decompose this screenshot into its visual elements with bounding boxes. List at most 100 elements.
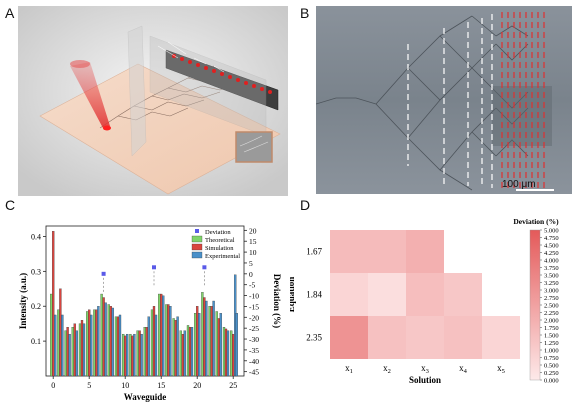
heatmap-cell	[406, 316, 444, 359]
bar-theoretical	[107, 304, 110, 377]
y2-tick-label: -40	[249, 357, 259, 366]
heatmap-svg: 1.67 1.84 2.35 x1 x2 x3 x4 x5 Solution Equation 5.…	[286, 217, 559, 385]
y2-tick-label: 15	[249, 237, 257, 246]
y2-tick-label: -25	[249, 324, 259, 333]
bar-experimental	[140, 333, 143, 377]
bar-experimental	[147, 316, 150, 377]
bar-experimental	[104, 302, 107, 377]
bar-simulation	[203, 297, 206, 377]
deviation-point	[101, 271, 106, 276]
legend-label: Experimental	[205, 253, 240, 260]
y2-tick-label: -30	[249, 335, 259, 344]
output-spots	[172, 54, 272, 94]
bar-theoretical	[100, 293, 103, 377]
heatmap-cell	[406, 230, 444, 273]
colorbar-tick-label: 3.250	[544, 280, 559, 287]
bar-experimental	[154, 314, 158, 377]
heatmap-cell	[368, 273, 406, 316]
legend-label: Deviation	[205, 229, 231, 236]
x-axis-label: Solution	[409, 375, 441, 385]
bar-simulation	[116, 316, 120, 377]
y-tick-label: 0.4	[31, 232, 41, 241]
bar-simulation	[181, 333, 184, 377]
x-tick-label: 5	[87, 381, 91, 390]
bar-theoretical	[222, 327, 226, 377]
y2-tick-label: 20	[249, 226, 257, 235]
laser-beam	[70, 62, 110, 130]
bar-theoretical	[165, 304, 168, 377]
bar-experimental	[61, 314, 64, 377]
bar-theoretical	[50, 293, 53, 377]
x-tick-label: x4	[459, 363, 468, 375]
bar-simulation	[145, 327, 148, 377]
colorbar-tick-label: 3.500	[544, 273, 559, 280]
bar-simulation	[232, 333, 235, 377]
colorbar-tick-label: 1.500	[544, 333, 559, 340]
bar-simulation	[59, 288, 62, 377]
bar-simulation	[95, 309, 98, 377]
colorbar-tick-label: 2.750	[544, 295, 559, 302]
x-tick-label: 0	[51, 381, 55, 390]
heatmap-cell	[368, 230, 406, 273]
bar-simulation	[109, 306, 112, 377]
panel-c-bar-chart: 0 5 10 15 20 25 0.1 0.2 0.3 0.4 20 15 10 5 0 -5 -10 -15 -2…	[18, 200, 290, 406]
bar-simulation	[52, 231, 55, 377]
bar-experimental	[212, 300, 215, 377]
bar-simulation	[73, 323, 76, 377]
colorbar-tick-label: 0.500	[544, 363, 559, 370]
bar-experimental	[169, 306, 172, 377]
bar-theoretical	[150, 309, 154, 377]
colorbar-tick-label: 0.000	[544, 378, 559, 385]
bar-experimental	[176, 316, 179, 377]
colorbar-tick-label: 2.500	[544, 303, 559, 310]
y-tick-label: 0.2	[31, 302, 41, 311]
legend-swatch	[191, 251, 203, 259]
bar-experimental	[133, 333, 136, 377]
bar-theoretical	[129, 333, 132, 377]
y-tick-label: 1.67	[306, 247, 322, 257]
bar-experimental	[82, 323, 86, 377]
bar-theoretical	[78, 323, 82, 377]
panel-letter-c: C	[5, 197, 16, 213]
bar-experimental	[118, 314, 122, 377]
inset-sem-thumbnail	[235, 131, 273, 163]
sem-waveguides	[315, 15, 529, 191]
bar-simulation	[224, 328, 228, 377]
bar-theoretical	[172, 318, 175, 377]
colorbar-tick-label: 2.000	[544, 318, 559, 325]
bar-theoretical	[143, 327, 146, 377]
bar-simulation	[210, 306, 213, 377]
heatmap-cell	[444, 273, 482, 316]
panel-d-heatmap: 1.67 1.84 2.35 x1 x2 x3 x4 x5 Solution Equation 5.…	[286, 200, 586, 410]
colorbar-tick-label: 4.000	[544, 258, 559, 265]
bar-experimental	[90, 314, 93, 377]
bar-theoretical	[194, 313, 197, 377]
panel-letter-d: D	[300, 197, 311, 213]
bar-theoretical	[215, 311, 218, 377]
y-tick-label: 2.35	[306, 333, 322, 343]
bar-simulation	[80, 320, 84, 377]
colorbar-tick-label: 0.750	[544, 355, 559, 362]
x-tick-label: 20	[193, 381, 201, 390]
legend-marker-deviation	[195, 229, 199, 233]
heatmap-cell	[482, 316, 520, 359]
bar-theoretical	[230, 330, 233, 377]
bar-theoretical	[158, 293, 161, 377]
deviation-point	[202, 265, 207, 270]
bar-simulation	[66, 327, 69, 377]
colorbar-label: Deviation (%)	[513, 217, 559, 226]
legend-swatch	[191, 235, 203, 243]
bar-simulation	[174, 320, 177, 377]
bar-experimental	[97, 306, 100, 377]
colorbar-tick-label: 2.250	[544, 310, 559, 317]
y-axis-label: Intensity (a.u.)	[18, 273, 28, 329]
bar-simulation	[131, 335, 134, 377]
bar-theoretical	[136, 330, 139, 377]
colorbar-tick-label: 4.250	[544, 250, 559, 257]
bar-theoretical	[64, 330, 67, 377]
bar-simulation	[196, 306, 199, 377]
bar-simulation	[152, 306, 156, 377]
bar-simulation	[102, 297, 105, 377]
heatmap-cell	[330, 316, 368, 359]
bar-simulation	[188, 327, 192, 377]
